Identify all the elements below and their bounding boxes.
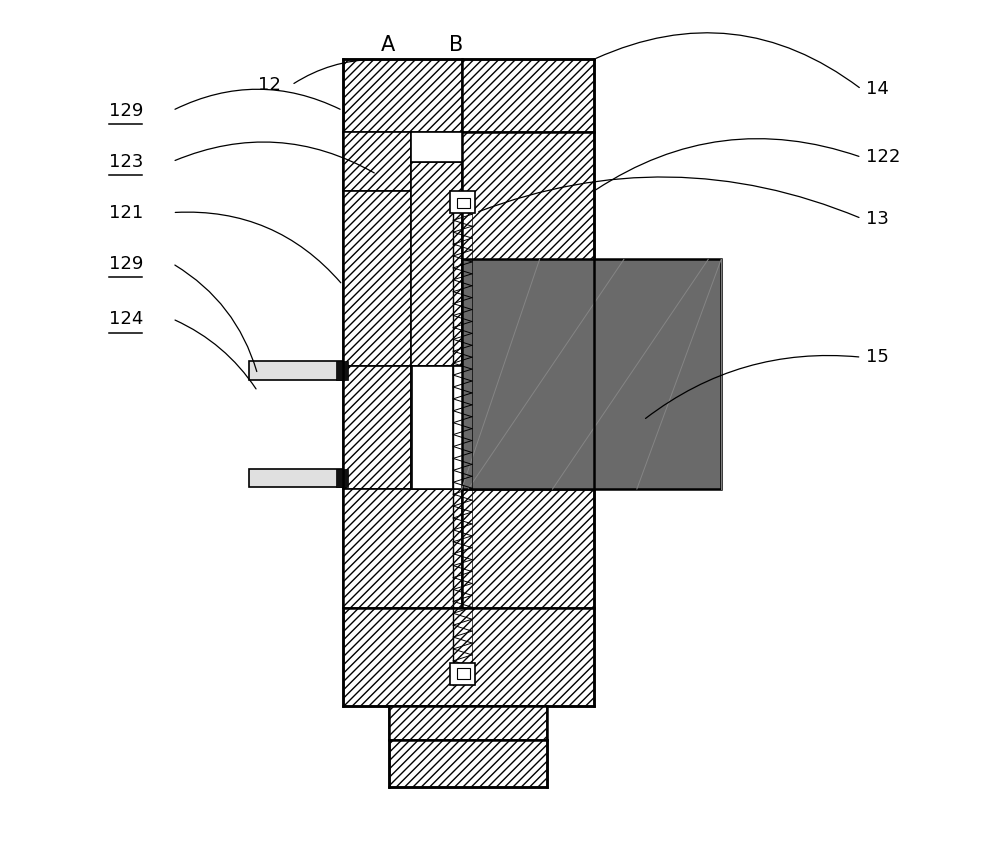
- Text: 13: 13: [866, 210, 889, 228]
- Bar: [343, 366, 411, 489]
- Bar: [457, 198, 470, 209]
- Text: 15: 15: [866, 348, 889, 366]
- Bar: [462, 259, 721, 489]
- Bar: [450, 192, 475, 212]
- Bar: [336, 362, 348, 381]
- Bar: [343, 192, 411, 366]
- Bar: [343, 489, 462, 608]
- Bar: [462, 489, 594, 608]
- Text: 123: 123: [109, 153, 143, 171]
- Text: 124: 124: [109, 310, 143, 328]
- Text: 122: 122: [866, 149, 900, 167]
- Bar: [412, 366, 453, 489]
- Bar: [462, 59, 594, 131]
- Bar: [389, 706, 547, 740]
- Bar: [411, 131, 462, 161]
- Text: 12: 12: [258, 76, 280, 94]
- Bar: [343, 608, 594, 706]
- Bar: [462, 366, 594, 489]
- Text: 129: 129: [109, 254, 143, 272]
- Bar: [336, 469, 348, 487]
- Text: B: B: [449, 35, 463, 55]
- Bar: [450, 663, 475, 685]
- Text: 121: 121: [109, 204, 143, 222]
- Bar: [462, 131, 594, 366]
- Text: 129: 129: [109, 101, 143, 119]
- Text: 14: 14: [866, 80, 889, 98]
- Text: A: A: [381, 35, 395, 55]
- Bar: [343, 131, 411, 192]
- Bar: [249, 362, 343, 381]
- Bar: [411, 161, 462, 366]
- Bar: [343, 59, 462, 131]
- Bar: [389, 740, 547, 787]
- Bar: [411, 366, 479, 489]
- Bar: [457, 668, 470, 679]
- Bar: [249, 469, 343, 487]
